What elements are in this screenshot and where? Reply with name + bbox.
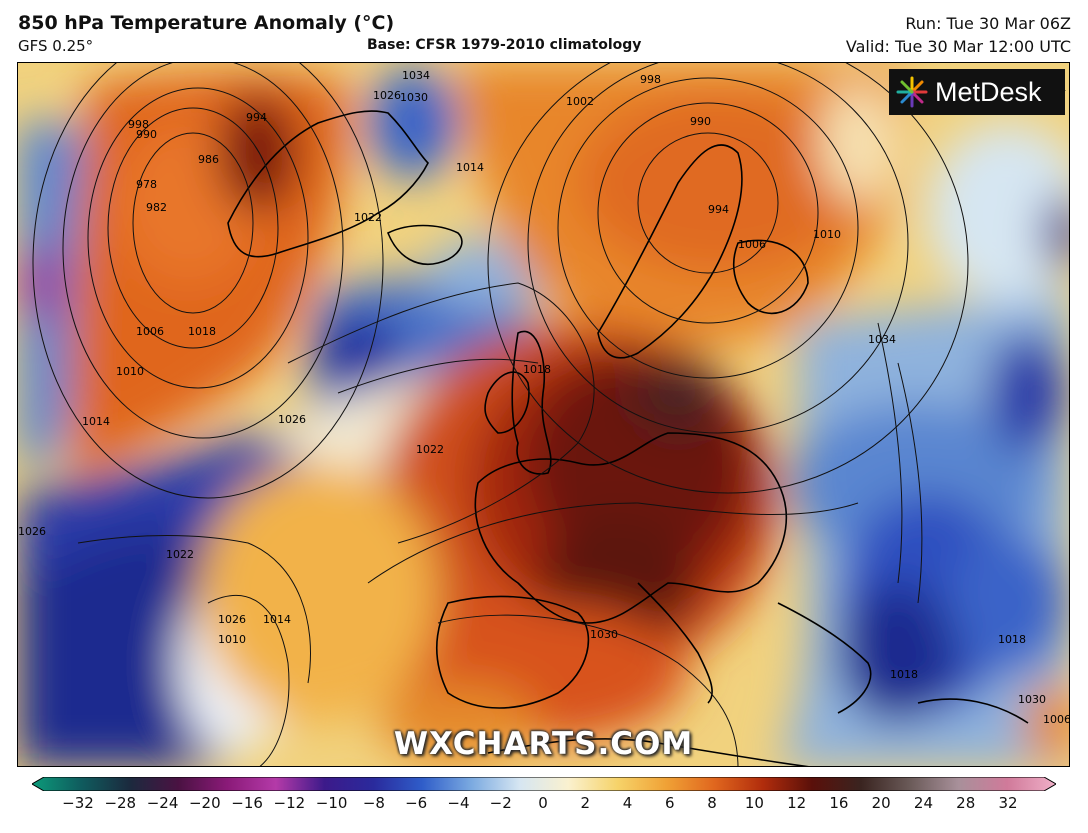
colorbar-gradient	[32, 777, 1056, 791]
isobar-label: 1010	[116, 365, 144, 378]
colorbar-tick-label: −16	[231, 794, 263, 812]
colorbar-tick-label: −20	[188, 794, 221, 812]
isobar-label: 1018	[998, 633, 1026, 646]
isobar-label: 998	[128, 118, 149, 131]
isobar-label: 1018	[188, 325, 216, 338]
model-label: GFS 0.25°	[18, 37, 94, 55]
iceland-coast	[386, 224, 463, 265]
anomaly-map[interactable]: 998 994 990 986 982 978 1022 1026 1030 1…	[17, 62, 1070, 767]
colorbar-tick-label: 2	[580, 794, 591, 812]
metdesk-burst-icon	[896, 76, 928, 108]
isobar-label: 1014	[456, 161, 484, 174]
isobar-label: 990	[136, 128, 157, 141]
colorbar-tick-label: −4	[447, 794, 470, 812]
balkans-coast	[777, 602, 872, 714]
metdesk-logo-text: MetDesk	[935, 76, 1042, 107]
colorbar-tick-label: 0	[538, 794, 548, 812]
isobar-label: 1022	[416, 443, 444, 456]
colorbar-tick-label: 10	[744, 794, 764, 812]
isobar-label: 1006	[136, 325, 164, 338]
iberia-coast	[435, 595, 590, 709]
colorbar-tick-label: 32	[998, 794, 1018, 812]
isobar-label: 978	[136, 178, 157, 191]
colorbar-tick-label: −12	[273, 794, 306, 812]
greenland-coast	[227, 110, 429, 258]
isobar-label: 994	[246, 111, 267, 124]
isobar-label: 1006	[738, 238, 766, 251]
isobar-label: 1026	[278, 413, 306, 426]
colorbar-tick-label: −10	[315, 794, 348, 812]
colorbar-tick-label: 24	[913, 794, 933, 812]
colorbar-ticks: −32 −28 −24 −20 −16 −12 −10 −8 −6 −4 −2 0 2 4 6 8 10 12 16…	[0, 794, 1088, 818]
isobar-label: 1022	[354, 211, 382, 224]
colorbar-tick-label: 28	[956, 794, 976, 812]
finland-coast	[732, 239, 809, 315]
italy-coast	[637, 582, 713, 704]
isobar-label: 998	[640, 73, 661, 86]
colorbar-tick-label: −32	[62, 794, 94, 812]
isobar-label: 990	[690, 115, 711, 128]
colorbar-tick-label: 12	[787, 794, 807, 812]
isobar-label: 1010	[218, 633, 246, 646]
isobar-label: 1026	[373, 89, 401, 102]
valid-time-label: Valid: Tue 30 Mar 12:00 UTC	[845, 37, 1071, 56]
coastlines	[227, 110, 1029, 766]
isobar-label: 1010	[813, 228, 841, 241]
isobar-label: 1018	[523, 363, 551, 376]
colorbar	[32, 777, 1056, 791]
ireland-coast	[484, 371, 530, 434]
isobar-label: 1026	[18, 525, 46, 538]
isobar-label: 1002	[566, 95, 594, 108]
colorbar-tick-label: −8	[362, 794, 385, 812]
colorbar-tick-label: 16	[829, 794, 849, 812]
north-africa-coast	[487, 738, 809, 766]
map-title: 850 hPa Temperature Anomaly (°C)	[18, 12, 395, 34]
isobar-label: 1030	[400, 91, 428, 104]
colorbar-tick-label: −2	[489, 794, 512, 812]
isobar-label: 1034	[868, 333, 896, 346]
colorbar-tick-label: −6	[405, 794, 428, 812]
isobar-label: 1022	[166, 548, 194, 561]
colorbar-tick-label: 6	[665, 794, 675, 812]
isobars	[32, 63, 969, 766]
isobar-label: 1034	[402, 69, 430, 82]
metdesk-logo: MetDesk	[889, 69, 1065, 115]
isobar-label: 1026	[218, 613, 246, 626]
isobar-label: 994	[708, 203, 729, 216]
isobar-label: 982	[146, 201, 167, 214]
isobar-label: 1006	[1043, 713, 1070, 726]
wxcharts-watermark: WXCHARTS.COM	[393, 726, 694, 762]
turkey-coast	[917, 698, 1029, 724]
anomaly-map-canvas: 998 994 990 986 982 978 1022 1026 1030 1…	[18, 63, 1070, 766]
colorbar-tick-label: −24	[146, 794, 179, 812]
colorbar-tick-label: 4	[622, 794, 633, 812]
isobar-label: 986	[198, 153, 219, 166]
scandinavia-coast	[597, 144, 743, 359]
isobar-label: 1018	[890, 668, 918, 681]
britain-coast	[511, 330, 552, 475]
isobar-label: 1014	[82, 415, 110, 428]
colorbar-tick-label: 8	[707, 794, 717, 812]
isobar-label: 1030	[590, 628, 618, 641]
isobar-label: 1014	[263, 613, 291, 626]
climatology-base-label: Base: CFSR 1979-2010 climatology	[367, 37, 642, 53]
run-time-label: Run: Tue 30 Mar 06Z	[905, 14, 1071, 33]
colorbar-tick-label: −28	[104, 794, 137, 812]
colorbar-tick-label: 20	[871, 794, 891, 812]
isobar-label: 1030	[1018, 693, 1046, 706]
